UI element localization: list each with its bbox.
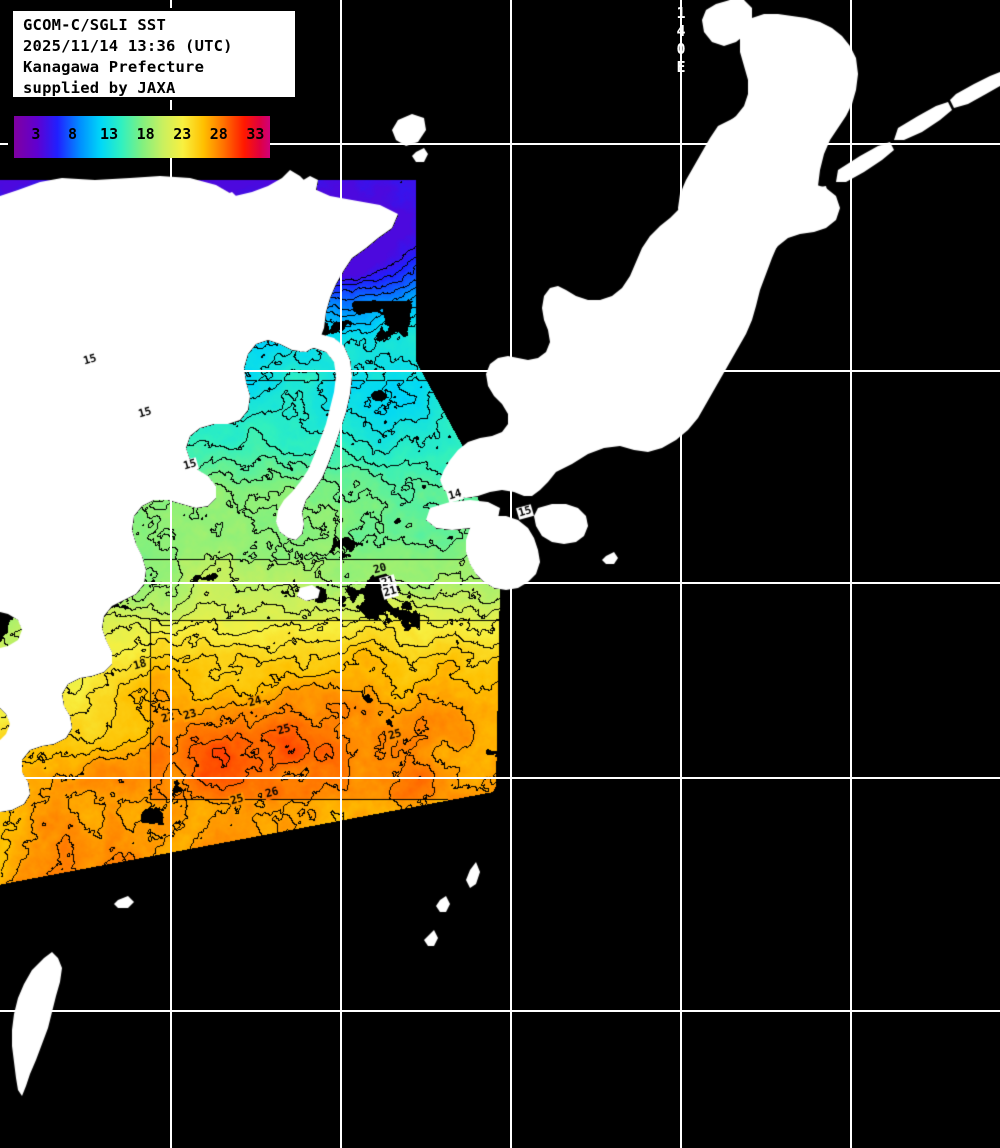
sst-colorbar: 3 8 13 18 23 28 33	[8, 110, 270, 158]
longitude-label-140e: 140E	[672, 4, 690, 76]
colorbar-tick-8: 8	[67, 125, 78, 143]
colorbar-tick-13: 13	[100, 125, 119, 143]
product-info-box: GCOM-C/SGLI SST 2025/11/14 13:36 (UTC) K…	[10, 8, 298, 100]
colorbar-tick-3: 3	[31, 125, 41, 143]
info-line-datetime: 2025/11/14 13:36 (UTC)	[23, 37, 233, 55]
info-line-credit: supplied by JAXA	[23, 79, 176, 97]
info-line-region: Kanagawa Prefecture	[23, 58, 205, 76]
info-line-title: GCOM-C/SGLI SST	[23, 16, 166, 34]
colorbar-tick-labels: 3 8 13 18 23 28 33	[14, 116, 270, 158]
colorbar-tick-23: 23	[173, 125, 192, 143]
colorbar-tick-28: 28	[209, 125, 228, 143]
colorbar-tick-18: 18	[136, 125, 155, 143]
colorbar-gradient	[14, 116, 270, 158]
colorbar-tick-33: 33	[246, 125, 265, 143]
